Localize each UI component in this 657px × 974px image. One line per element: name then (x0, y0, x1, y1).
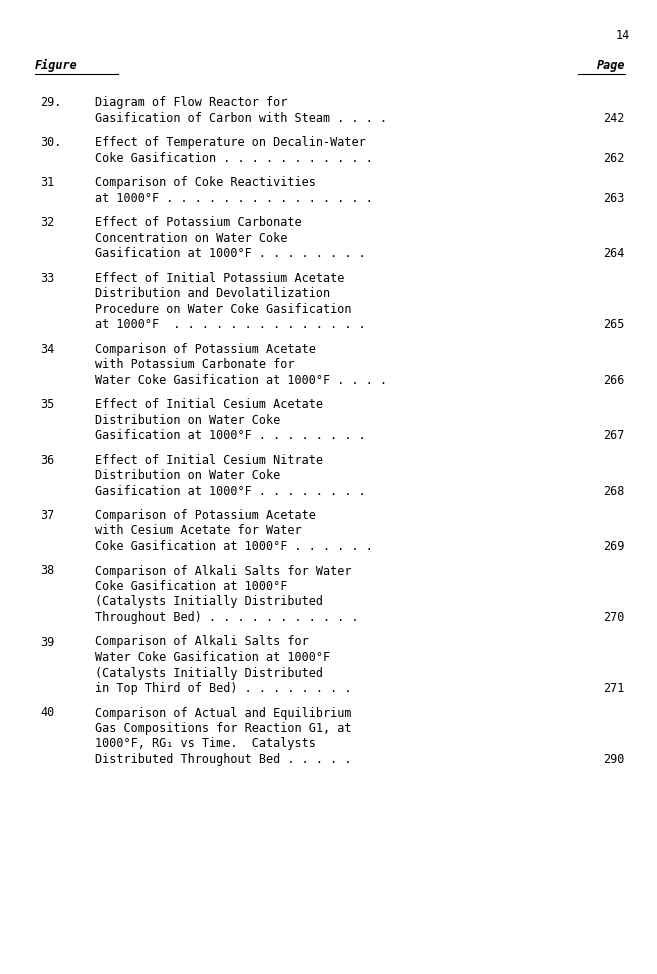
Text: Gasification at 1000°F . . . . . . . .: Gasification at 1000°F . . . . . . . . (95, 247, 366, 260)
Text: 30.: 30. (40, 136, 61, 149)
Text: 35: 35 (40, 398, 55, 411)
Text: 265: 265 (604, 318, 625, 331)
Text: 38: 38 (40, 565, 55, 578)
Text: Gas Compositions for Reaction G1, at: Gas Compositions for Reaction G1, at (95, 722, 351, 735)
Text: Gasification of Carbon with Steam . . . .: Gasification of Carbon with Steam . . . … (95, 111, 387, 125)
Text: with Potassium Carbonate for: with Potassium Carbonate for (95, 358, 294, 371)
Text: Comparison of Potassium Acetate: Comparison of Potassium Acetate (95, 343, 316, 356)
Text: Coke Gasification at 1000°F . . . . . .: Coke Gasification at 1000°F . . . . . . (95, 540, 373, 553)
Text: Comparison of Alkali Salts for Water: Comparison of Alkali Salts for Water (95, 565, 351, 578)
Text: 14: 14 (616, 29, 630, 42)
Text: 31: 31 (40, 176, 55, 189)
Text: Page: Page (597, 59, 625, 72)
Text: (Catalysts Initially Distributed: (Catalysts Initially Distributed (95, 595, 323, 609)
Text: with Cesium Acetate for Water: with Cesium Acetate for Water (95, 525, 302, 538)
Text: in Top Third of Bed) . . . . . . . .: in Top Third of Bed) . . . . . . . . (95, 682, 351, 695)
Text: 40: 40 (40, 706, 55, 720)
Text: Effect of Initial Cesium Nitrate: Effect of Initial Cesium Nitrate (95, 454, 323, 467)
Text: Comparison of Potassium Acetate: Comparison of Potassium Acetate (95, 509, 316, 522)
Text: 266: 266 (604, 373, 625, 387)
Text: 268: 268 (604, 484, 625, 498)
Text: Effect of Initial Potassium Acetate: Effect of Initial Potassium Acetate (95, 272, 344, 284)
Text: 39: 39 (40, 635, 55, 649)
Text: Gasification at 1000°F . . . . . . . .: Gasification at 1000°F . . . . . . . . (95, 429, 366, 442)
Text: Effect of Potassium Carbonate: Effect of Potassium Carbonate (95, 216, 302, 229)
Text: at 1000°F  . . . . . . . . . . . . . .: at 1000°F . . . . . . . . . . . . . . (95, 318, 366, 331)
Text: Gasification at 1000°F . . . . . . . .: Gasification at 1000°F . . . . . . . . (95, 484, 366, 498)
Text: Effect of Initial Cesium Acetate: Effect of Initial Cesium Acetate (95, 398, 323, 411)
Text: Figure: Figure (35, 59, 78, 72)
Text: Water Coke Gasification at 1000°F . . . .: Water Coke Gasification at 1000°F . . . … (95, 373, 387, 387)
Text: (Catalysts Initially Distributed: (Catalysts Initially Distributed (95, 666, 323, 680)
Text: 263: 263 (604, 192, 625, 205)
Text: Comparison of Actual and Equilibrium: Comparison of Actual and Equilibrium (95, 706, 351, 720)
Text: 267: 267 (604, 429, 625, 442)
Text: 32: 32 (40, 216, 55, 229)
Text: 29.: 29. (40, 96, 61, 109)
Text: 290: 290 (604, 753, 625, 766)
Text: 37: 37 (40, 509, 55, 522)
Text: Coke Gasification . . . . . . . . . . .: Coke Gasification . . . . . . . . . . . (95, 152, 373, 165)
Text: 270: 270 (604, 611, 625, 624)
Text: Distribution on Water Coke: Distribution on Water Coke (95, 414, 281, 427)
Text: at 1000°F . . . . . . . . . . . . . . .: at 1000°F . . . . . . . . . . . . . . . (95, 192, 373, 205)
Text: 269: 269 (604, 540, 625, 553)
Text: Distribution on Water Coke: Distribution on Water Coke (95, 469, 281, 482)
Text: 242: 242 (604, 111, 625, 125)
Text: 1000°F, RG₁ vs Time.  Catalysts: 1000°F, RG₁ vs Time. Catalysts (95, 737, 316, 751)
Text: Comparison of Coke Reactivities: Comparison of Coke Reactivities (95, 176, 316, 189)
Text: Effect of Temperature on Decalin-Water: Effect of Temperature on Decalin-Water (95, 136, 366, 149)
Text: 264: 264 (604, 247, 625, 260)
Text: 262: 262 (604, 152, 625, 165)
Text: Coke Gasification at 1000°F: Coke Gasification at 1000°F (95, 580, 287, 593)
Text: Diagram of Flow Reactor for: Diagram of Flow Reactor for (95, 96, 287, 109)
Text: Distributed Throughout Bed . . . . .: Distributed Throughout Bed . . . . . (95, 753, 351, 766)
Text: Distribution and Devolatilization: Distribution and Devolatilization (95, 287, 330, 300)
Text: Concentration on Water Coke: Concentration on Water Coke (95, 232, 287, 244)
Text: Water Coke Gasification at 1000°F: Water Coke Gasification at 1000°F (95, 651, 330, 664)
Text: Comparison of Alkali Salts for: Comparison of Alkali Salts for (95, 635, 309, 649)
Text: Throughout Bed) . . . . . . . . . . .: Throughout Bed) . . . . . . . . . . . (95, 611, 359, 624)
Text: 271: 271 (604, 682, 625, 695)
Text: Procedure on Water Coke Gasification: Procedure on Water Coke Gasification (95, 303, 351, 316)
Text: 34: 34 (40, 343, 55, 356)
Text: 33: 33 (40, 272, 55, 284)
Text: 36: 36 (40, 454, 55, 467)
